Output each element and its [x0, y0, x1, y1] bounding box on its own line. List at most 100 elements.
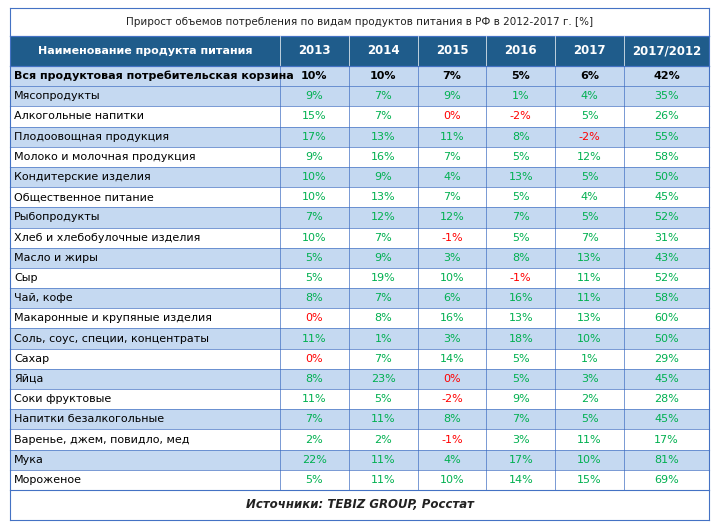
Bar — [10, 450, 709, 470]
Text: 3%: 3% — [581, 374, 598, 384]
Text: Алкогольные напитки: Алкогольные напитки — [14, 111, 145, 121]
Text: 1%: 1% — [375, 334, 392, 344]
Text: 15%: 15% — [302, 111, 326, 121]
Text: 0%: 0% — [443, 111, 461, 121]
Text: 52%: 52% — [654, 212, 679, 222]
Text: 4%: 4% — [581, 192, 598, 202]
Text: 50%: 50% — [654, 334, 679, 344]
Text: 15%: 15% — [577, 475, 602, 485]
Text: Масло и жиры: Масло и жиры — [14, 253, 99, 263]
Text: 12%: 12% — [577, 152, 602, 162]
Text: Мороженое: Мороженое — [14, 475, 82, 485]
Text: 11%: 11% — [302, 334, 326, 344]
Text: 69%: 69% — [654, 475, 679, 485]
Text: 5%: 5% — [581, 414, 598, 425]
Text: Вся продуктовая потребительская корзина: Вся продуктовая потребительская корзина — [14, 71, 294, 81]
Text: 13%: 13% — [371, 131, 395, 142]
Text: 5%: 5% — [512, 192, 530, 202]
Bar — [10, 66, 709, 86]
Text: 8%: 8% — [512, 131, 530, 142]
Text: 5%: 5% — [581, 212, 598, 222]
Text: 2%: 2% — [581, 394, 598, 404]
Text: 10%: 10% — [302, 192, 326, 202]
Bar — [10, 208, 709, 228]
Text: 55%: 55% — [654, 131, 679, 142]
Text: 14%: 14% — [508, 475, 533, 485]
Text: 6%: 6% — [580, 71, 599, 81]
Text: 5%: 5% — [581, 172, 598, 182]
Text: 0%: 0% — [306, 314, 324, 323]
Text: 3%: 3% — [443, 334, 461, 344]
Text: 8%: 8% — [375, 314, 392, 323]
Text: -2%: -2% — [579, 131, 600, 142]
Bar — [10, 187, 709, 208]
Text: 9%: 9% — [512, 394, 530, 404]
Text: 81%: 81% — [654, 455, 679, 465]
Text: 50%: 50% — [654, 172, 679, 182]
Text: 9%: 9% — [306, 152, 324, 162]
Text: 13%: 13% — [508, 172, 533, 182]
Bar — [10, 86, 709, 106]
Bar — [10, 228, 709, 248]
Text: 29%: 29% — [654, 354, 679, 364]
Text: Молоко и молочная продукция: Молоко и молочная продукция — [14, 152, 196, 162]
Text: 11%: 11% — [371, 414, 395, 425]
Text: Напитки безалкогольные: Напитки безалкогольные — [14, 414, 165, 425]
Text: 4%: 4% — [581, 91, 598, 101]
Bar — [10, 127, 709, 147]
Text: 10%: 10% — [577, 455, 602, 465]
Bar — [10, 348, 709, 369]
Bar — [10, 490, 709, 520]
Text: Соль, соус, специи, концентраты: Соль, соус, специи, концентраты — [14, 334, 209, 344]
Text: Прирост объемов потребления по видам продуктов питания в РФ в 2012-2017 г. [%]: Прирост объемов потребления по видам про… — [126, 17, 593, 27]
Text: 14%: 14% — [439, 354, 464, 364]
Text: 11%: 11% — [439, 131, 464, 142]
Text: 2017/2012: 2017/2012 — [632, 44, 701, 58]
Text: 17%: 17% — [302, 131, 326, 142]
Text: 5%: 5% — [306, 273, 324, 283]
Bar — [10, 389, 709, 409]
Text: 5%: 5% — [512, 374, 530, 384]
Text: 5%: 5% — [511, 71, 530, 81]
Text: 8%: 8% — [443, 414, 461, 425]
Text: 19%: 19% — [371, 273, 395, 283]
Bar — [10, 268, 709, 288]
Text: -1%: -1% — [441, 233, 463, 243]
Text: 5%: 5% — [581, 111, 598, 121]
Bar — [10, 8, 709, 36]
Text: 4%: 4% — [443, 172, 461, 182]
Text: 45%: 45% — [654, 374, 679, 384]
Text: 7%: 7% — [443, 192, 461, 202]
Text: 7%: 7% — [375, 354, 392, 364]
Text: 5%: 5% — [512, 152, 530, 162]
Text: Чай, кофе: Чай, кофе — [14, 293, 73, 303]
Text: 10%: 10% — [577, 334, 602, 344]
Text: 4%: 4% — [443, 455, 461, 465]
Text: 8%: 8% — [306, 293, 324, 303]
Text: 18%: 18% — [508, 334, 533, 344]
Text: Рыбопродукты: Рыбопродукты — [14, 212, 101, 222]
Text: 16%: 16% — [508, 293, 533, 303]
Bar — [10, 36, 709, 66]
Text: 3%: 3% — [443, 253, 461, 263]
Bar — [10, 328, 709, 348]
Text: 7%: 7% — [443, 152, 461, 162]
Text: 2015: 2015 — [436, 44, 468, 58]
Text: 58%: 58% — [654, 152, 679, 162]
Text: 43%: 43% — [654, 253, 679, 263]
Text: 45%: 45% — [654, 192, 679, 202]
Text: Наименование продукта питания: Наименование продукта питания — [37, 46, 252, 56]
Text: 45%: 45% — [654, 414, 679, 425]
Text: 5%: 5% — [512, 354, 530, 364]
Text: 58%: 58% — [654, 293, 679, 303]
Text: 2%: 2% — [306, 435, 324, 445]
Text: 28%: 28% — [654, 394, 679, 404]
Text: 13%: 13% — [577, 253, 602, 263]
Text: 26%: 26% — [654, 111, 679, 121]
Text: 9%: 9% — [443, 91, 461, 101]
Text: Сахар: Сахар — [14, 354, 50, 364]
Bar — [10, 308, 709, 328]
Text: Соки фруктовые: Соки фруктовые — [14, 394, 111, 404]
Text: 6%: 6% — [443, 293, 461, 303]
Text: 0%: 0% — [443, 374, 461, 384]
